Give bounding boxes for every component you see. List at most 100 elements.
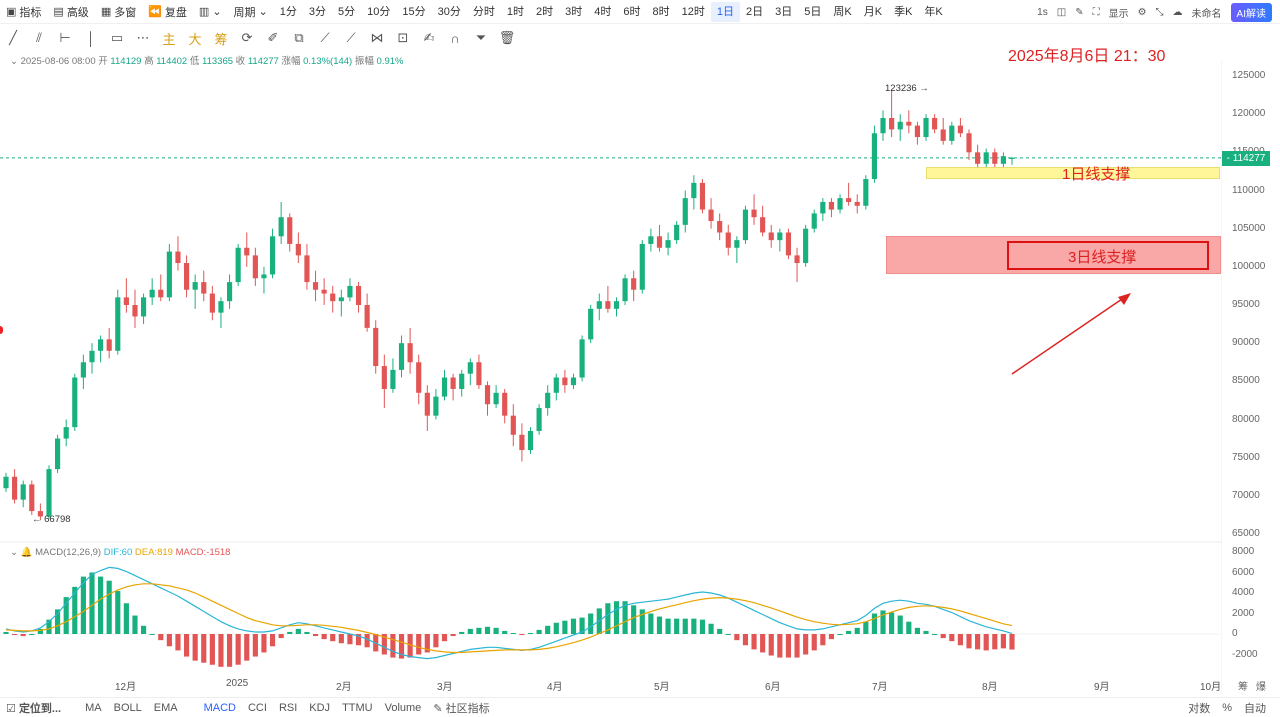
macd-bar [312,634,319,637]
magnet-icon[interactable]: ∩ [450,30,460,46]
trend-line-icon[interactable]: ╱ [9,30,17,45]
indicator-tab-kdj[interactable]: KDJ [309,701,331,714]
macd-bar [459,631,465,634]
period-6[interactable]: 分时 [472,5,495,18]
layout-name[interactable]: 未命名 [1191,8,1222,20]
big-order-button[interactable]: 大 [188,31,202,47]
pen-icon[interactable]: ✎ [1075,6,1084,18]
period-13[interactable]: 12时 [681,5,705,18]
brush-icon[interactable]: ✐ [267,30,279,45]
fullscreen-icon[interactable]: ⛶ [1092,6,1100,18]
period-button[interactable]: 周期 ⌄ [233,6,268,19]
indicator-tab-ma[interactable]: MA [85,701,102,714]
macd-bar [467,628,473,634]
vertical-line-icon[interactable]: │ [86,30,96,46]
camera-icon[interactable]: ◫ [1056,6,1067,18]
ai-interpret-button[interactable]: AI解读 [1230,2,1272,22]
chip-button[interactable]: 筹 [214,31,228,47]
indicators-button[interactable]: ▣ 指标 [6,6,42,19]
collapse-circle-icon[interactable]: ⌄ [10,547,18,558]
indicator-tab-rsi[interactable]: RSI [278,701,298,714]
period-5[interactable]: 30分 [437,5,461,18]
multi-window-button[interactable]: ▦ 多窗 [100,6,137,19]
period-12[interactable]: 8时 [652,5,670,18]
macd-bar [269,634,276,647]
period-16[interactable]: 3日 [775,5,793,18]
candle-body [115,297,121,351]
macd-bar [209,634,215,665]
macd-bar [691,618,697,634]
candle-body [596,301,602,309]
period-3[interactable]: 10分 [367,5,391,18]
period-14[interactable]: 1日 [710,1,741,22]
collapse-icon[interactable]: ⤡ [1155,6,1164,18]
period-17[interactable]: 5日 [804,5,822,18]
period-10[interactable]: 4时 [594,5,612,18]
period-0[interactable]: 1分 [279,5,297,18]
scale-option-1[interactable]: % [1222,702,1232,714]
horizontal-segment-icon[interactable]: ⊢ [59,30,71,45]
period-9[interactable]: 3时 [565,5,583,18]
refresh-icon[interactable]: ⟳ [241,30,253,45]
price-tick: 75000 [1232,451,1260,463]
price-chart[interactable] [0,0,1222,700]
price-axis[interactable]: 1250001200001150001100001050001000009500… [1222,0,1280,700]
chart-type-button[interactable]: ▥ ⌄ [193,1,228,23]
interval-label[interactable]: 1s [1037,6,1048,18]
support-zone-1d[interactable] [926,167,1220,179]
indicator-tab-ttmu[interactable]: TTMU [342,701,373,714]
burst-toggle[interactable]: 爆 [1256,682,1266,693]
period-21[interactable]: 年K [924,5,943,18]
advanced-button[interactable]: ▤ 高级 [53,6,89,19]
candle-body [140,297,147,317]
collapse-circle-icon[interactable]: ⌄ [10,56,18,67]
scale-option-2[interactable]: 自动 [1244,703,1266,715]
period-2[interactable]: 5分 [338,5,356,18]
ruler-icon[interactable]: ⟋ [320,30,330,45]
pattern-icon[interactable]: ⋈ [370,30,384,45]
period-15[interactable]: 2日 [746,5,764,18]
note-icon[interactable]: ✍ [423,30,435,45]
time-tick: 5月 [654,682,670,693]
trash-icon[interactable]: 🗑 [498,30,516,45]
measure-icon[interactable]: ⟋ [346,30,356,45]
indicator-tab-volume[interactable]: Volume [384,701,422,714]
indicator-tab-cci[interactable]: CCI [247,701,267,714]
period-7[interactable]: 1时 [506,5,525,18]
macd-bar [321,634,327,640]
period-19[interactable]: 月K [863,5,883,18]
macd-bar [966,634,972,649]
period-8[interactable]: 2时 [536,5,554,18]
candle-body [364,305,370,328]
chip-toggle[interactable]: 筹 [1238,682,1248,693]
macd-bar [682,618,688,634]
gear-icon[interactable]: ⚙ [1137,6,1147,18]
locate-button[interactable]: ☑ 定位到... [6,702,62,715]
rectangle-icon[interactable]: ▭ [110,30,124,45]
more-icon[interactable]: ⋯ [136,30,150,45]
parallel-line-icon[interactable]: ⫽ [36,30,42,45]
indicator-tab-boll[interactable]: BOLL [113,701,142,714]
lock-icon[interactable]: ⊡ [397,30,409,45]
period-1[interactable]: 3分 [308,5,327,18]
period-18[interactable]: 周K [833,5,852,18]
period-4[interactable]: 15分 [402,5,426,18]
indicator-tab-ema[interactable]: EMA [153,701,178,714]
copy-icon[interactable]: ⧉ [294,30,304,45]
macd-bar [665,618,671,634]
show-button[interactable]: 显示 [1108,8,1129,20]
candle-body [785,232,792,256]
filter-icon[interactable]: ⏷ [475,30,487,45]
replay-button[interactable]: ⏪ 复盘 [148,6,187,19]
candle-body [940,129,946,141]
indicator-tab-macd[interactable]: MACD [203,701,236,714]
drawing-toolbar: ╱ ⫽ ⊢ │ ▭ ⋯ 主 大 筹 ⟳ ✐ ⧉ ⟋ ⟋ ⋈ ⊡ ✍ ∩ ⏷ 🗑 [0,26,560,50]
bell-icon[interactable]: 🔔 [20,547,33,558]
period-20[interactable]: 季K [894,5,913,18]
period-11[interactable]: 6时 [623,5,641,18]
scale-option-0[interactable]: 对数 [1188,703,1211,715]
main-force-button[interactable]: 主 [162,31,176,47]
candle-body [244,247,250,256]
macd-bar [175,634,181,651]
community-indicators-button[interactable]: ✎ 社区指标 [433,702,490,715]
